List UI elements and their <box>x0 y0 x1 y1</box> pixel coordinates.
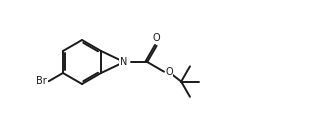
Text: N: N <box>120 57 128 67</box>
Text: O: O <box>153 33 160 43</box>
Text: O: O <box>165 67 173 77</box>
Text: Br: Br <box>36 76 47 86</box>
